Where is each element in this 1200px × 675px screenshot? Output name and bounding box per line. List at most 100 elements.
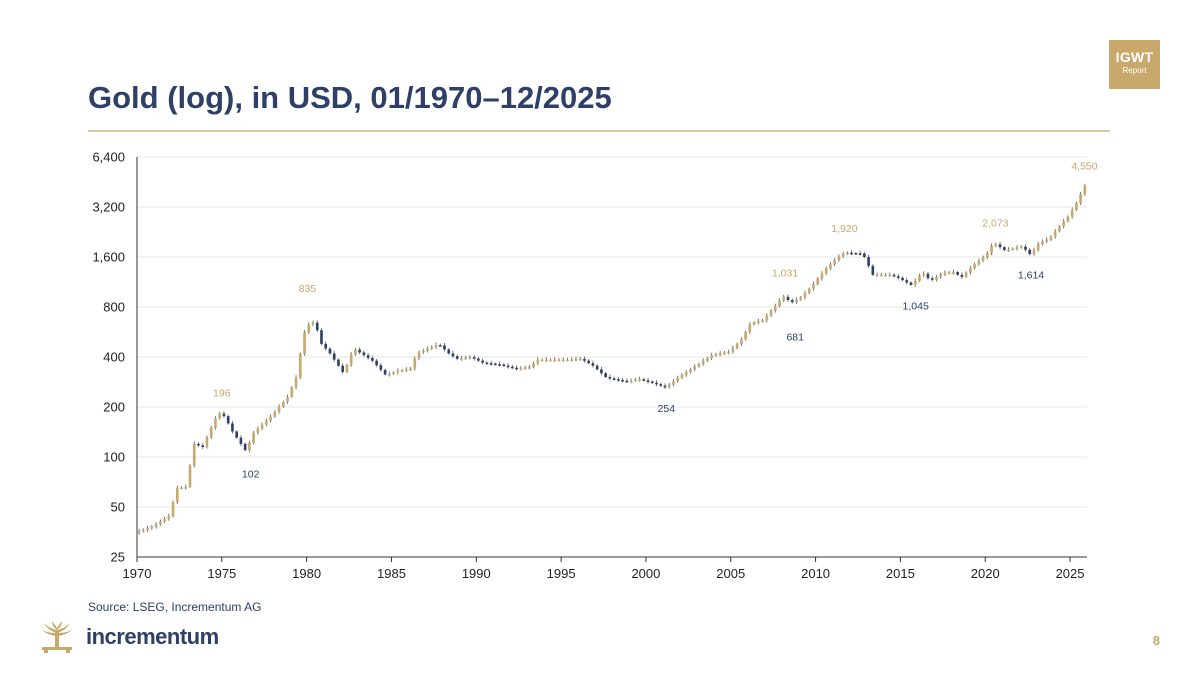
- candle-body: [1032, 249, 1036, 254]
- candle-body: [964, 272, 968, 277]
- candle-body: [248, 443, 251, 451]
- candle-body: [744, 332, 747, 340]
- candle-body: [494, 363, 497, 366]
- x-tick-label: 1985: [377, 566, 406, 581]
- candle-body: [320, 330, 323, 344]
- candle-body: [625, 380, 629, 383]
- candle-body: [379, 365, 383, 370]
- annotation-label: 681: [786, 332, 804, 344]
- candle-body: [536, 359, 540, 364]
- candle-body: [773, 305, 777, 311]
- candle-body: [621, 379, 624, 382]
- candle-body: [973, 264, 976, 269]
- candle-body: [485, 362, 489, 365]
- x-tick-label: 1990: [462, 566, 491, 581]
- candle-body: [990, 245, 993, 254]
- y-tick-label: 3,200: [92, 200, 125, 215]
- candle-body: [714, 354, 718, 356]
- candle-body: [659, 384, 663, 386]
- candle-body: [277, 406, 281, 412]
- candle-body: [956, 272, 959, 275]
- gold-price-chart: 25 50 100 200 400 800 1,600 3,200 6,400 1970 1975 1…: [92, 150, 1098, 582]
- candle-body: [506, 365, 510, 368]
- candle-body: [892, 274, 896, 277]
- candle-body: [167, 516, 171, 519]
- candle-body: [294, 377, 298, 388]
- candle-body: [578, 358, 582, 361]
- candle-body: [909, 282, 913, 285]
- candle-body: [935, 276, 938, 280]
- candle-body: [655, 382, 658, 385]
- gridlines: [137, 156, 1087, 508]
- candle-body: [740, 339, 743, 345]
- candle-body: [400, 370, 404, 372]
- annotation-label: 254: [658, 403, 676, 415]
- candle-body: [930, 278, 934, 280]
- candle-body: [527, 366, 531, 369]
- x-tick-label: 1980: [292, 566, 321, 581]
- candle-body: [820, 273, 824, 279]
- candle-body: [205, 437, 209, 447]
- candle-body: [540, 359, 544, 362]
- candle-body: [303, 332, 306, 354]
- candle-body: [901, 277, 904, 281]
- candle-body: [731, 347, 735, 352]
- candle-body: [549, 359, 552, 362]
- candle-body: [969, 268, 972, 273]
- candle-body: [913, 280, 917, 285]
- candle-body: [706, 358, 709, 361]
- candle-body: [362, 352, 366, 356]
- candle-body: [672, 381, 675, 385]
- candle-body: [761, 320, 764, 322]
- candle-body: [812, 284, 815, 289]
- candle-body: [786, 296, 790, 301]
- candle-body: [748, 324, 752, 332]
- candle-body: [260, 424, 264, 429]
- candle-body: [383, 369, 387, 375]
- candle-body: [332, 353, 336, 360]
- candle-body: [426, 348, 429, 351]
- candle-body: [511, 366, 514, 369]
- badge-title: IGWT: [1115, 49, 1154, 65]
- candle-body: [460, 358, 463, 360]
- candle-body: [180, 487, 183, 490]
- candle-body: [184, 486, 188, 489]
- candle-body: [778, 300, 781, 306]
- candle-body: [943, 272, 947, 275]
- candle-body: [926, 273, 930, 279]
- candle-body: [311, 322, 315, 325]
- candle-body: [1036, 243, 1040, 250]
- y-tick-label: 200: [103, 400, 125, 415]
- candle-body: [489, 363, 493, 365]
- candle-body: [222, 413, 226, 417]
- annotation-label: 102: [242, 469, 260, 481]
- candle-body: [307, 324, 311, 333]
- candle-body: [349, 354, 353, 365]
- candlestick-series: [137, 183, 1087, 535]
- annotation-label: 4,550: [1071, 161, 1097, 173]
- candle-body: [226, 416, 230, 424]
- candle-body: [1011, 248, 1015, 251]
- candle-body: [574, 359, 578, 361]
- source-note: Source: LSEG, Incrementum AG: [88, 600, 262, 614]
- candle-body: [689, 369, 692, 373]
- chart-title: Gold (log), in USD, 01/1970–12/2025: [88, 80, 612, 115]
- candle-body: [375, 360, 378, 366]
- candle-body: [154, 524, 158, 527]
- candle-body: [854, 253, 858, 255]
- annotation-labels: 196 102 835 254 1,031 681 1,920 1,045 2,073 1,614…: [213, 161, 1098, 481]
- candle-body: [650, 381, 654, 384]
- x-tick-label: 2000: [631, 566, 660, 581]
- candle-body: [608, 376, 612, 379]
- x-tick-label: 2015: [886, 566, 915, 581]
- candle-body: [587, 360, 590, 364]
- candle-body: [600, 369, 603, 374]
- candle-body: [417, 352, 421, 359]
- candle-body: [214, 418, 217, 428]
- y-tick-label: 50: [111, 500, 125, 515]
- candle-body: [850, 252, 853, 255]
- y-tick-label: 400: [103, 350, 125, 365]
- candle-body: [286, 396, 289, 402]
- candle-body: [566, 359, 569, 362]
- candle-body: [1045, 239, 1049, 242]
